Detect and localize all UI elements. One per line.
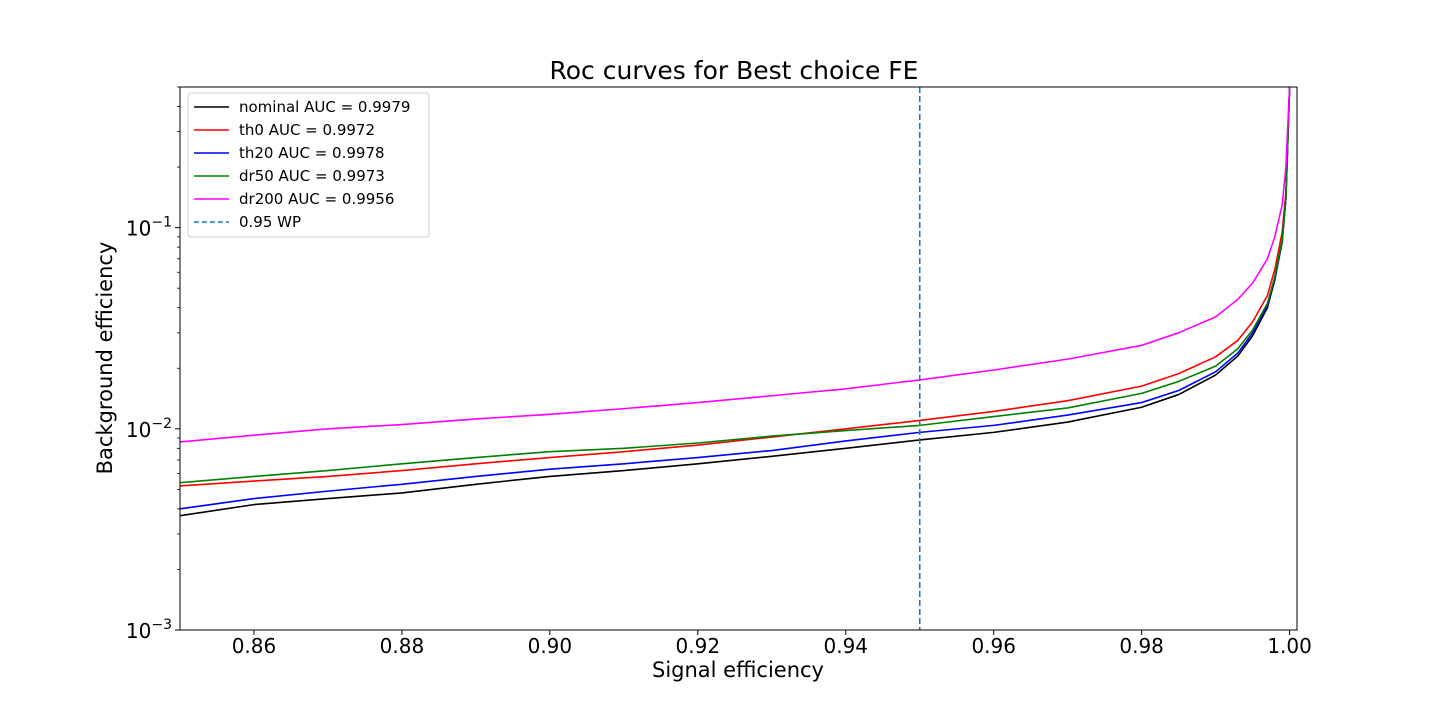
x-tick-label: 0.86: [232, 634, 277, 658]
legend-label: dr200 AUC = 0.9956: [239, 190, 394, 208]
x-tick-label: 0.96: [971, 634, 1016, 658]
legend-label: 0.95 WP: [239, 213, 301, 231]
y-axis: 10−3 10−2 10−1: [126, 86, 180, 643]
plot-frame: [179, 86, 1298, 631]
legend-label: th20 AUC = 0.9978: [239, 144, 385, 162]
legend: nominal AUC = 0.9979 th0 AUC = 0.9972 th20…: [187, 92, 430, 238]
x-axis-label: Signal efficiency: [652, 658, 824, 682]
y-tick-label: 10−1: [126, 215, 172, 241]
series-line-4: [180, 87, 1291, 443]
y-tick-label: 10−2: [126, 416, 172, 442]
x-tick-label: 1.00: [1267, 634, 1312, 658]
x-tick-label: 0.88: [380, 634, 425, 658]
x-axis: 0.86 0.88 0.90 0.92 0.94 0.96 0.98 1.00: [232, 630, 1312, 658]
y-tick-label: 10−3: [126, 617, 172, 643]
series-layer: [180, 87, 1291, 517]
legend-frame: [187, 92, 430, 238]
series-line-3: [180, 87, 1291, 484]
x-tick-label: 0.94: [823, 634, 868, 658]
legend-label: dr50 AUC = 0.9973: [239, 167, 385, 185]
series-line-1: [180, 87, 1291, 487]
x-tick-label: 0.92: [676, 634, 721, 658]
legend-label: th0 AUC = 0.9972: [239, 121, 375, 139]
legend-label: nominal AUC = 0.9979: [239, 98, 410, 116]
chart-title: Roc curves for Best choice FE: [550, 56, 919, 85]
x-tick-label: 0.90: [528, 634, 573, 658]
y-axis-label: Background efficiency: [93, 242, 117, 475]
x-tick-label: 0.98: [1119, 634, 1164, 658]
